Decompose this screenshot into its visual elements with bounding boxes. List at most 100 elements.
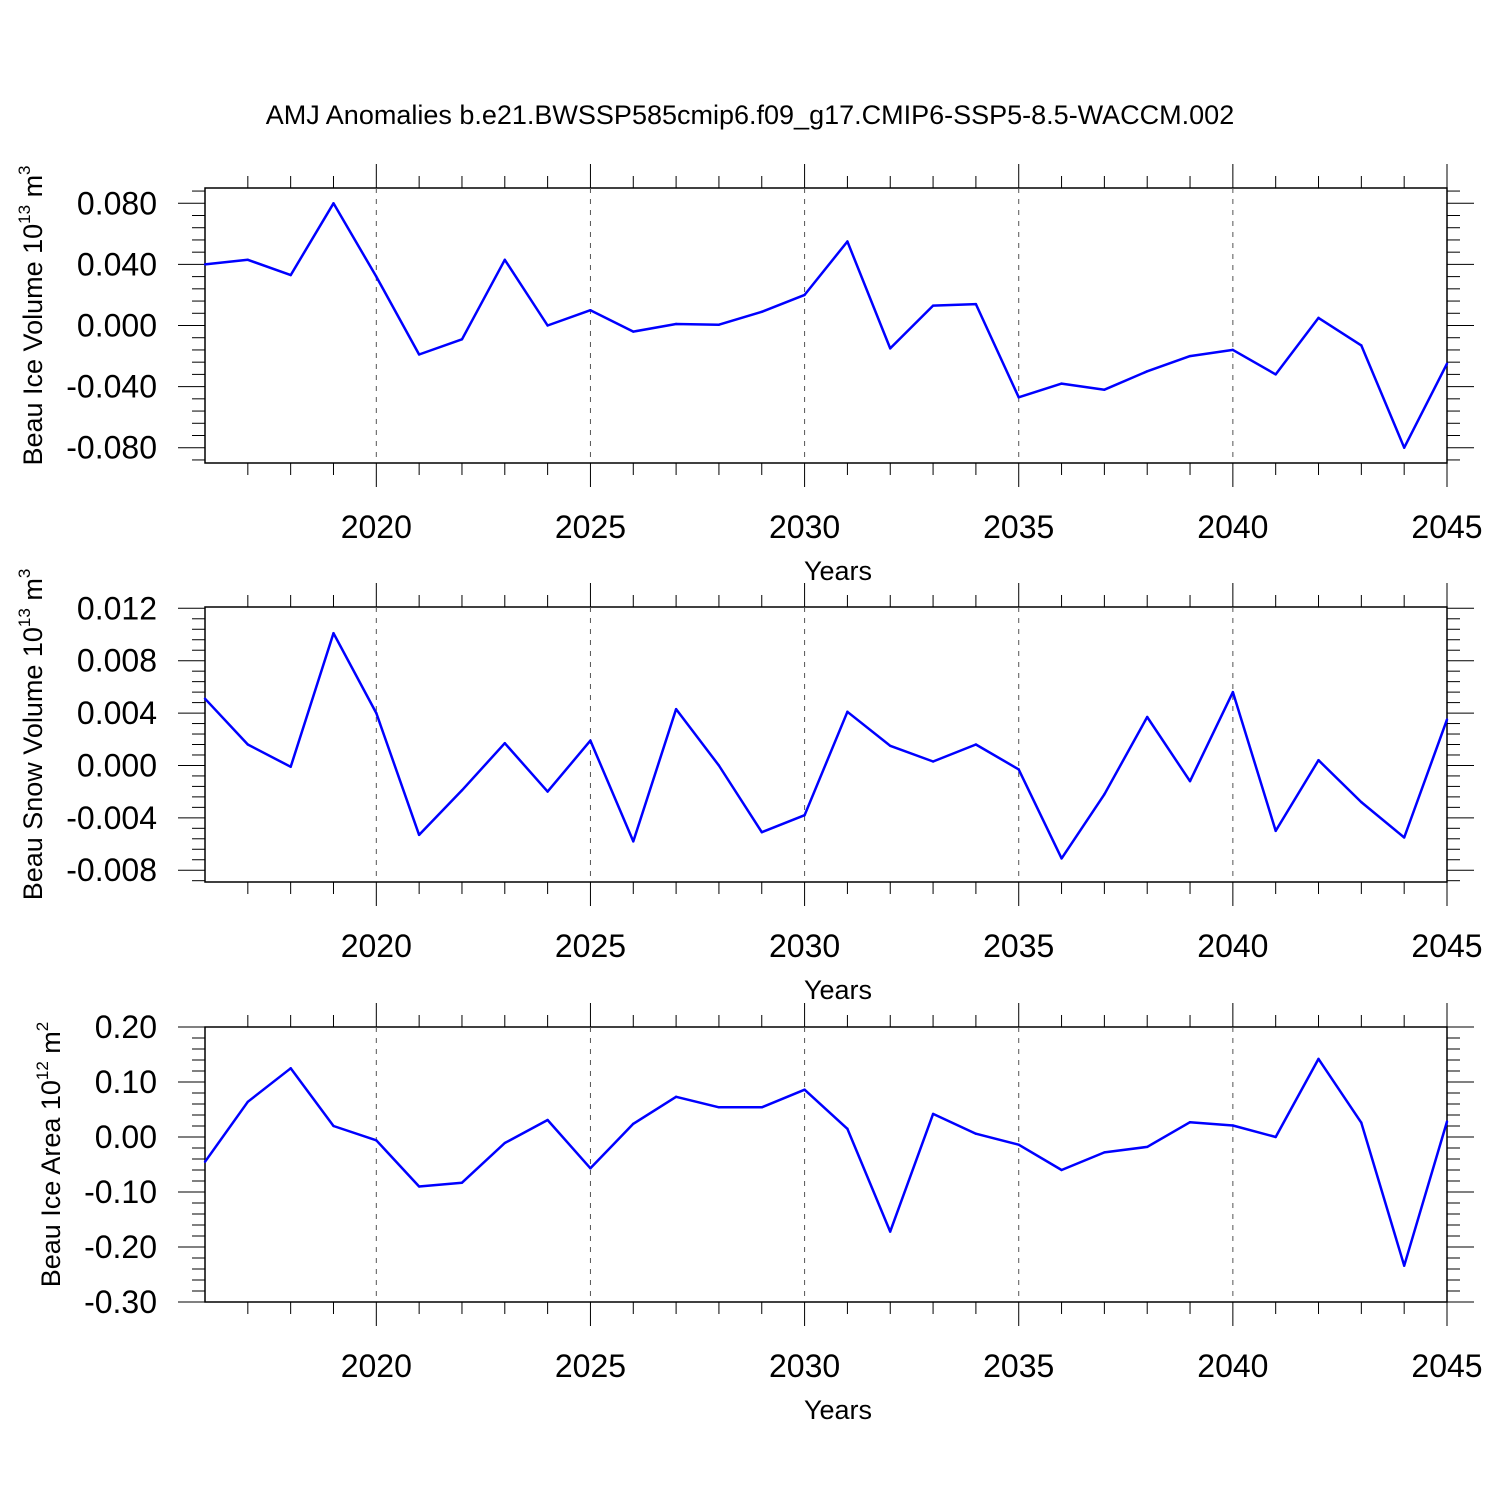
y-tick-label: -0.008	[66, 852, 157, 888]
data-point	[332, 202, 335, 205]
data-point	[460, 1181, 464, 1184]
data-point	[803, 814, 806, 817]
y-tick-label: -0.30	[84, 1284, 157, 1320]
data-point	[1060, 382, 1063, 385]
data-point	[417, 1185, 421, 1188]
data-point	[417, 353, 421, 356]
data-point	[674, 1095, 678, 1099]
y-axis-title-part: m	[18, 175, 48, 205]
x-tick-label: 2035	[983, 509, 1054, 545]
y-axis-title-superscript: 12	[33, 1061, 52, 1080]
panel-2: 2020 2025 2030 2035 2040 2045 Years -0.008 -0.00…	[15, 569, 1482, 1005]
data-point	[503, 258, 506, 262]
data-point	[674, 707, 678, 711]
y-tick-label: 0.00	[95, 1119, 157, 1155]
data-point	[375, 1139, 378, 1142]
x-tick-label: 2040	[1197, 1348, 1268, 1384]
x-tick-label: 2020	[341, 509, 412, 545]
data-point	[246, 1100, 250, 1104]
data-point	[1402, 1264, 1406, 1267]
y-tick-label: 0.012	[77, 590, 157, 626]
data-point	[717, 1106, 721, 1109]
data-point	[1360, 344, 1363, 347]
data-point	[846, 710, 849, 713]
data-point	[760, 1106, 763, 1109]
data-point	[1017, 1143, 1020, 1146]
data-point	[974, 1132, 978, 1135]
y-tick-label: -0.10	[84, 1174, 157, 1210]
x-tick-label: 2030	[769, 928, 840, 964]
data-point	[1317, 759, 1320, 762]
y-tick-label: -0.040	[66, 369, 157, 405]
x-tick-label: 2045	[1411, 928, 1482, 964]
data-point	[203, 697, 207, 700]
series-line	[204, 631, 1449, 860]
data-point	[589, 1167, 592, 1170]
x-axis-title: Years	[804, 556, 872, 586]
data-point	[1445, 362, 1449, 365]
data-point	[1188, 354, 1192, 358]
y-tick-label: 0.004	[77, 695, 157, 731]
y-tick-label: 0.008	[77, 643, 157, 679]
data-point	[1274, 373, 1277, 376]
y-tick-label: 0.000	[77, 308, 157, 344]
data-point	[760, 310, 763, 313]
x-tick-label: 2025	[555, 509, 626, 545]
data-point	[1017, 396, 1020, 399]
series-line	[204, 202, 1449, 449]
y-axis-title-superscript: 2	[33, 1022, 52, 1031]
x-tick-label: 2030	[769, 1348, 840, 1384]
data-point	[1231, 348, 1235, 352]
data-point	[203, 263, 207, 266]
data-point	[803, 293, 806, 297]
data-point	[846, 1127, 849, 1130]
data-point	[503, 741, 506, 745]
x-tick-label: 2040	[1197, 509, 1268, 545]
data-point	[1017, 768, 1020, 771]
data-point	[889, 347, 892, 350]
data-point	[246, 258, 250, 262]
x-tick-label: 2035	[983, 928, 1054, 964]
data-point	[546, 324, 549, 327]
data-point	[717, 323, 721, 326]
data-point	[1360, 1121, 1363, 1124]
data-point	[1146, 370, 1149, 373]
data-point	[1103, 1151, 1106, 1154]
figure-title: AMJ Anomalies b.e21.BWSSP585cmip6.f09_g1…	[266, 100, 1234, 130]
y-axis-title-part: Beau Ice Area 10	[36, 1080, 66, 1287]
y-axis-title-part: m	[36, 1031, 66, 1061]
data-point	[546, 1118, 549, 1122]
plot-frame	[204, 1026, 1448, 1303]
y-tick-label: 0.10	[95, 1064, 157, 1100]
y-axis-title-superscript: 13	[15, 608, 34, 627]
data-point	[460, 789, 464, 792]
data-point	[760, 831, 763, 834]
y-axis-title-superscript: 13	[15, 205, 34, 224]
x-tick-label: 2045	[1411, 1348, 1482, 1384]
y-tick-label: -0.080	[66, 430, 157, 466]
data-point	[931, 1112, 935, 1116]
x-axis-title: Years	[804, 1395, 872, 1425]
data-point	[1231, 1124, 1235, 1127]
data-point	[1103, 793, 1106, 796]
x-tick-label: 2030	[769, 509, 840, 545]
x-axis-title: Years	[804, 975, 872, 1005]
y-axis-title: Beau Snow Volume 1013 m3	[15, 569, 48, 901]
data-point	[375, 711, 378, 715]
data-point	[417, 833, 421, 837]
data-point	[1445, 1120, 1449, 1123]
data-point	[1274, 1135, 1277, 1139]
data-point	[589, 739, 592, 742]
x-tick-label: 2020	[341, 928, 412, 964]
panel-1: 2020 2025 2030 2035 2040 2045 Years -0.080 -0.04…	[15, 164, 1483, 586]
data-point	[1146, 715, 1149, 719]
x-tick-label: 2025	[555, 1348, 626, 1384]
data-point	[1146, 1145, 1149, 1149]
data-point	[974, 743, 978, 746]
data-point	[974, 302, 978, 306]
x-tick-label: 2025	[555, 928, 626, 964]
data-point	[1445, 718, 1449, 721]
y-axis-title-part: Beau Ice Volume 10	[18, 224, 48, 466]
